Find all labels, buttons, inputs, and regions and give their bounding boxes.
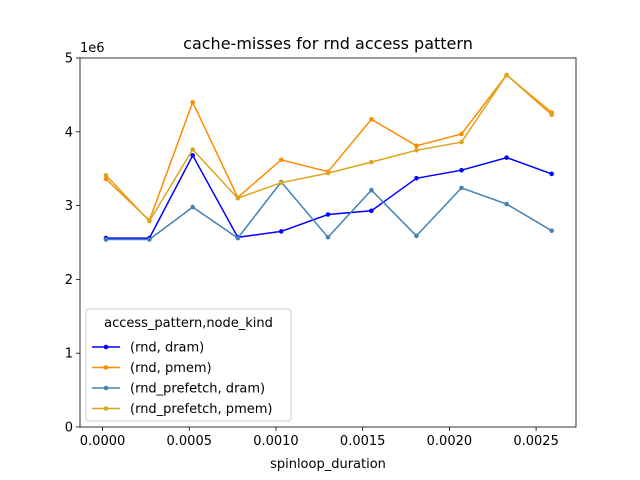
legend-title: access_pattern,node_kind (104, 316, 273, 331)
data-point-series-2-9 (504, 201, 509, 207)
x-tick-label: 0.0000 (80, 434, 126, 449)
data-point-series-1-8 (459, 131, 464, 137)
series-line-2 (106, 180, 553, 241)
data-point-series-3-1 (147, 218, 152, 224)
data-point-series-3-5 (325, 170, 331, 176)
data-point-series-0-10 (549, 171, 554, 177)
data-point-series-2-3 (235, 235, 241, 241)
y-tick-label: 2 (65, 273, 73, 288)
legend-entry-3: (rnd_prefetch, pmem) (130, 402, 272, 417)
data-point-series-2-8 (459, 185, 464, 191)
legend-entry-2: (rnd_prefetch, dram) (130, 382, 265, 397)
y-tick-label: 1 (65, 347, 73, 362)
data-point-series-0-8 (459, 167, 464, 173)
legend-entry-1: (rnd, pmem) (130, 361, 212, 376)
x-tick-label: 0.0005 (167, 434, 213, 449)
y-offset-label: 1e6 (80, 41, 105, 56)
data-point-series-1-6 (369, 117, 374, 122)
data-point-series-2-7 (414, 233, 419, 239)
data-point-series-2-10 (549, 228, 554, 233)
x-tick-label: 0.0025 (513, 434, 559, 449)
legend-marker-0 (103, 344, 109, 350)
series-line-3 (105, 73, 553, 223)
series-line-1 (105, 73, 553, 222)
data-point-series-2-1 (147, 237, 152, 242)
legend-marker-1 (103, 365, 109, 370)
data-point-series-3-7 (414, 148, 419, 153)
data-point-series-0-9 (504, 155, 509, 160)
data-point-series-2-2 (190, 204, 195, 210)
legend-marker-2 (103, 385, 109, 391)
plot-frame (79, 57, 577, 428)
x-tick-label: 0.0010 (253, 434, 299, 449)
data-point-series-3-10 (549, 112, 554, 118)
data-point-series-1-7 (414, 143, 419, 149)
data-point-series-0-4 (278, 229, 284, 234)
y-tick-label: 3 (65, 199, 73, 214)
data-point-series-3-8 (459, 139, 464, 145)
data-point-series-3-0 (103, 173, 109, 178)
data-point-series-2-0 (103, 237, 109, 242)
y-tick-label: 5 (65, 52, 73, 67)
data-point-series-1-0 (103, 176, 109, 182)
y-tick-label: 4 (65, 125, 73, 140)
data-point-series-3-3 (235, 195, 241, 201)
legend-box (85, 308, 292, 422)
data-point-series-1-4 (278, 157, 284, 163)
x-axis-label: spinloop_duration (270, 457, 386, 472)
data-point-series-2-5 (325, 235, 331, 240)
legend-entry-0: (rnd, dram) (130, 341, 204, 356)
data-point-series-0-2 (190, 153, 195, 158)
data-point-series-3-2 (190, 147, 195, 152)
y-tick-label: 0 (65, 421, 73, 436)
legend-marker-3 (103, 406, 109, 411)
x-tick-label: 0.0015 (340, 434, 386, 449)
x-tick-label: 0.0020 (427, 434, 473, 449)
data-point-series-3-9 (504, 72, 509, 78)
data-point-series-3-4 (278, 180, 284, 185)
chart-title: cache-misses for rnd access pattern (183, 34, 473, 53)
data-point-series-2-6 (369, 187, 374, 193)
data-point-series-0-5 (325, 212, 331, 217)
data-point-series-0-7 (414, 176, 419, 181)
data-point-series-0-6 (369, 208, 374, 214)
data-point-series-3-6 (369, 159, 374, 165)
data-point-series-1-2 (190, 100, 195, 105)
